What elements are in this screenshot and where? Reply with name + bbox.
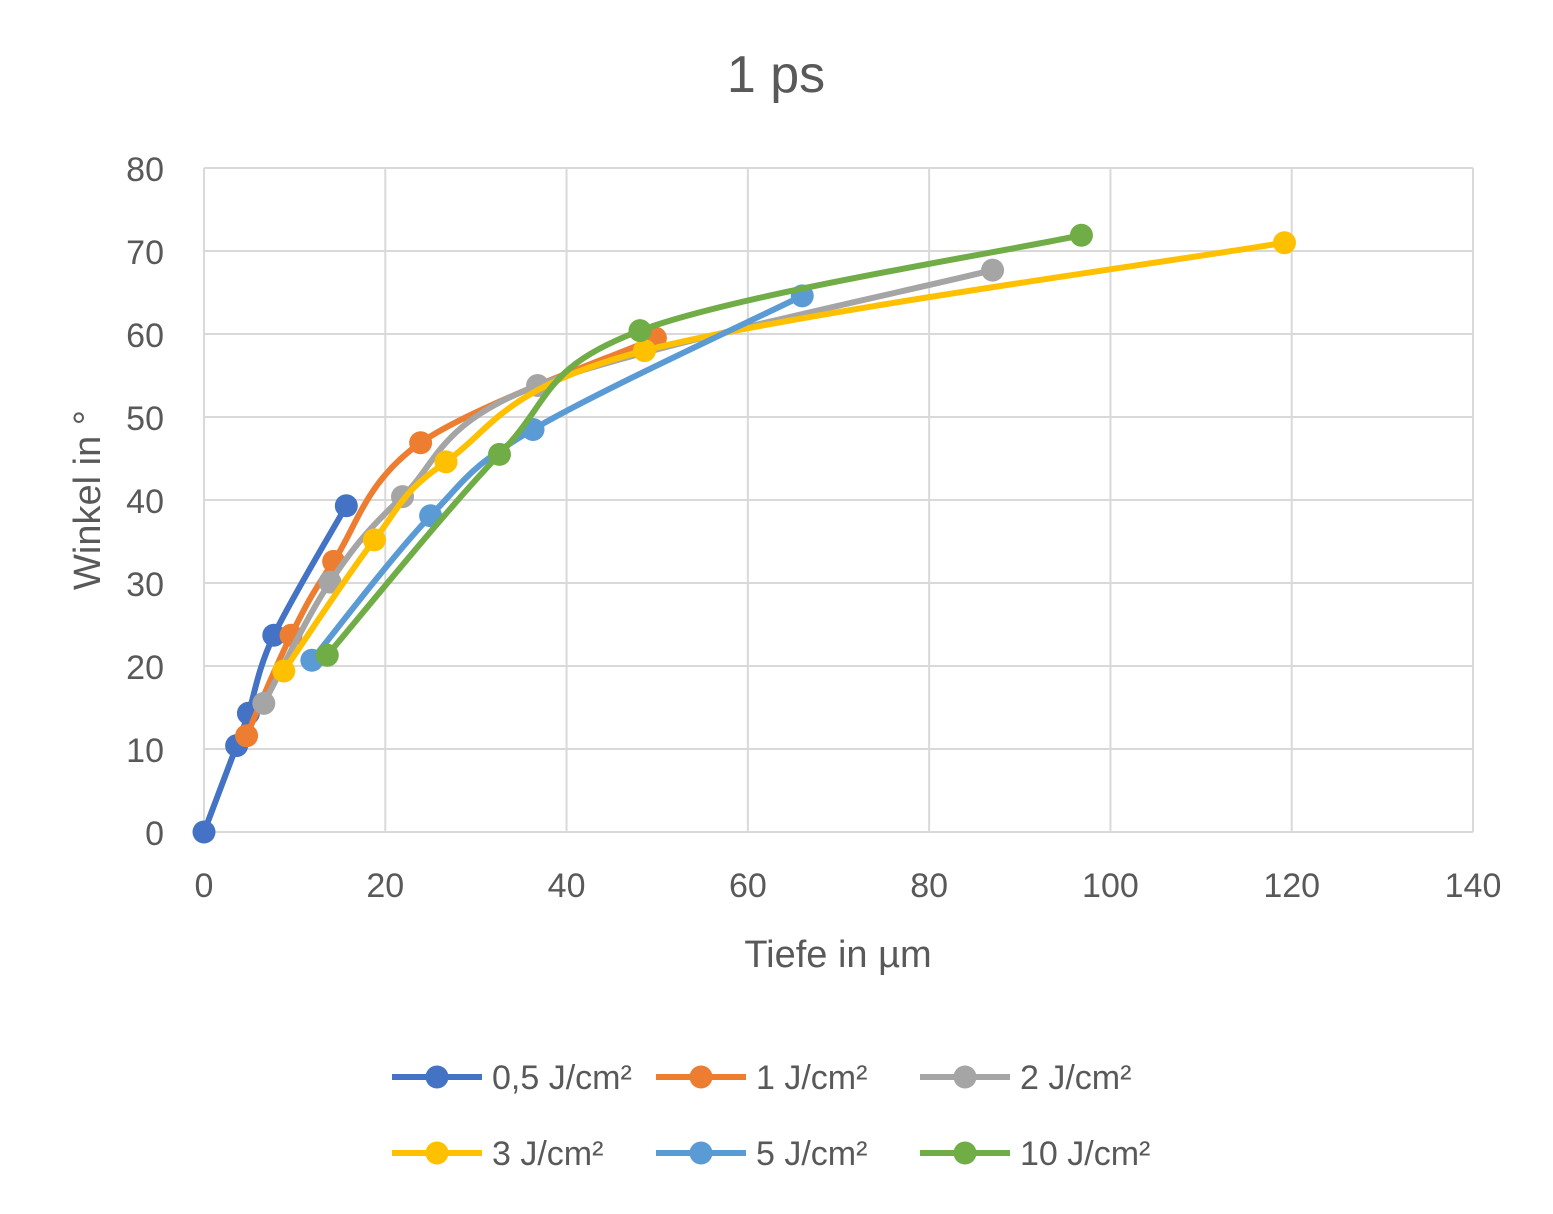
legend-item: 1 J/cm² xyxy=(656,1059,867,1097)
y-tick-label: 70 xyxy=(126,234,164,272)
legend-item: 10 J/cm² xyxy=(920,1135,1150,1173)
data-point xyxy=(1069,223,1093,247)
legend-label: 2 J/cm² xyxy=(1020,1059,1131,1097)
x-tick-label: 60 xyxy=(729,867,767,905)
legend-marker xyxy=(425,1141,449,1165)
x-tick-label: 80 xyxy=(910,867,948,905)
x-tick-label: 20 xyxy=(366,867,404,905)
legend-label: 3 J/cm² xyxy=(492,1135,603,1173)
series-2 xyxy=(252,258,1005,715)
data-point xyxy=(981,258,1005,282)
series-3 xyxy=(272,231,1296,683)
series-line xyxy=(260,267,996,707)
y-tick-label: 10 xyxy=(126,732,164,770)
legend-label: 5 J/cm² xyxy=(756,1135,867,1173)
x-tick-label: 140 xyxy=(1445,867,1502,905)
axes: 0 10 20 30 40 50 60 70 80 0 20 40 60 80 100 120 140 xyxy=(126,151,1501,905)
y-tick-label: 80 xyxy=(126,151,164,189)
legend-marker xyxy=(953,1065,977,1089)
data-point xyxy=(409,431,433,455)
series-layer xyxy=(192,223,1296,844)
x-tick-label: 120 xyxy=(1263,867,1320,905)
data-point xyxy=(252,691,276,715)
x-tick-label: 40 xyxy=(548,867,586,905)
legend: 0,5 J/cm² 1 J/cm² 2 J/cm² 3 J/cm² 5 J/cm² 10 … xyxy=(392,1059,1150,1173)
data-point xyxy=(633,339,657,363)
legend-marker xyxy=(953,1141,977,1165)
gridlines xyxy=(203,167,1474,833)
series-line xyxy=(280,239,1288,674)
data-point xyxy=(262,623,286,647)
y-tick-label: 20 xyxy=(126,649,164,687)
data-point xyxy=(362,528,386,552)
data-point xyxy=(1272,231,1296,255)
data-point xyxy=(487,442,511,466)
data-point xyxy=(318,570,342,594)
series-line xyxy=(324,232,1085,659)
y-tick-label: 30 xyxy=(126,566,164,604)
x-axis-title: Tiefe in µm xyxy=(744,934,931,976)
x-tick-label: 0 xyxy=(195,867,214,905)
legend-item: 0,5 J/cm² xyxy=(392,1059,632,1097)
series-5 xyxy=(315,223,1093,667)
data-point xyxy=(628,319,652,343)
data-point xyxy=(272,659,296,683)
legend-marker xyxy=(425,1065,449,1089)
legend-item: 2 J/cm² xyxy=(920,1059,1131,1097)
data-point xyxy=(192,820,216,844)
y-tick-label: 60 xyxy=(126,317,164,355)
legend-marker xyxy=(689,1141,713,1165)
series-4 xyxy=(300,284,814,672)
data-point xyxy=(334,494,358,518)
y-tick-label: 40 xyxy=(126,483,164,521)
y-tick-label: 50 xyxy=(126,400,164,438)
y-axis-title: Winkel in ° xyxy=(67,410,109,590)
x-tick-label: 100 xyxy=(1082,867,1139,905)
chart-title: 1 ps xyxy=(727,46,825,104)
y-tick-label: 0 xyxy=(145,815,164,853)
legend-item: 5 J/cm² xyxy=(656,1135,867,1173)
legend-marker xyxy=(689,1065,713,1089)
legend-label: 0,5 J/cm² xyxy=(492,1059,632,1097)
data-point xyxy=(434,450,458,474)
legend-label: 1 J/cm² xyxy=(756,1059,867,1097)
legend-label: 10 J/cm² xyxy=(1020,1135,1150,1173)
data-point xyxy=(315,643,339,667)
legend-item: 3 J/cm² xyxy=(392,1135,603,1173)
data-point xyxy=(235,724,259,748)
series-line xyxy=(308,292,806,664)
